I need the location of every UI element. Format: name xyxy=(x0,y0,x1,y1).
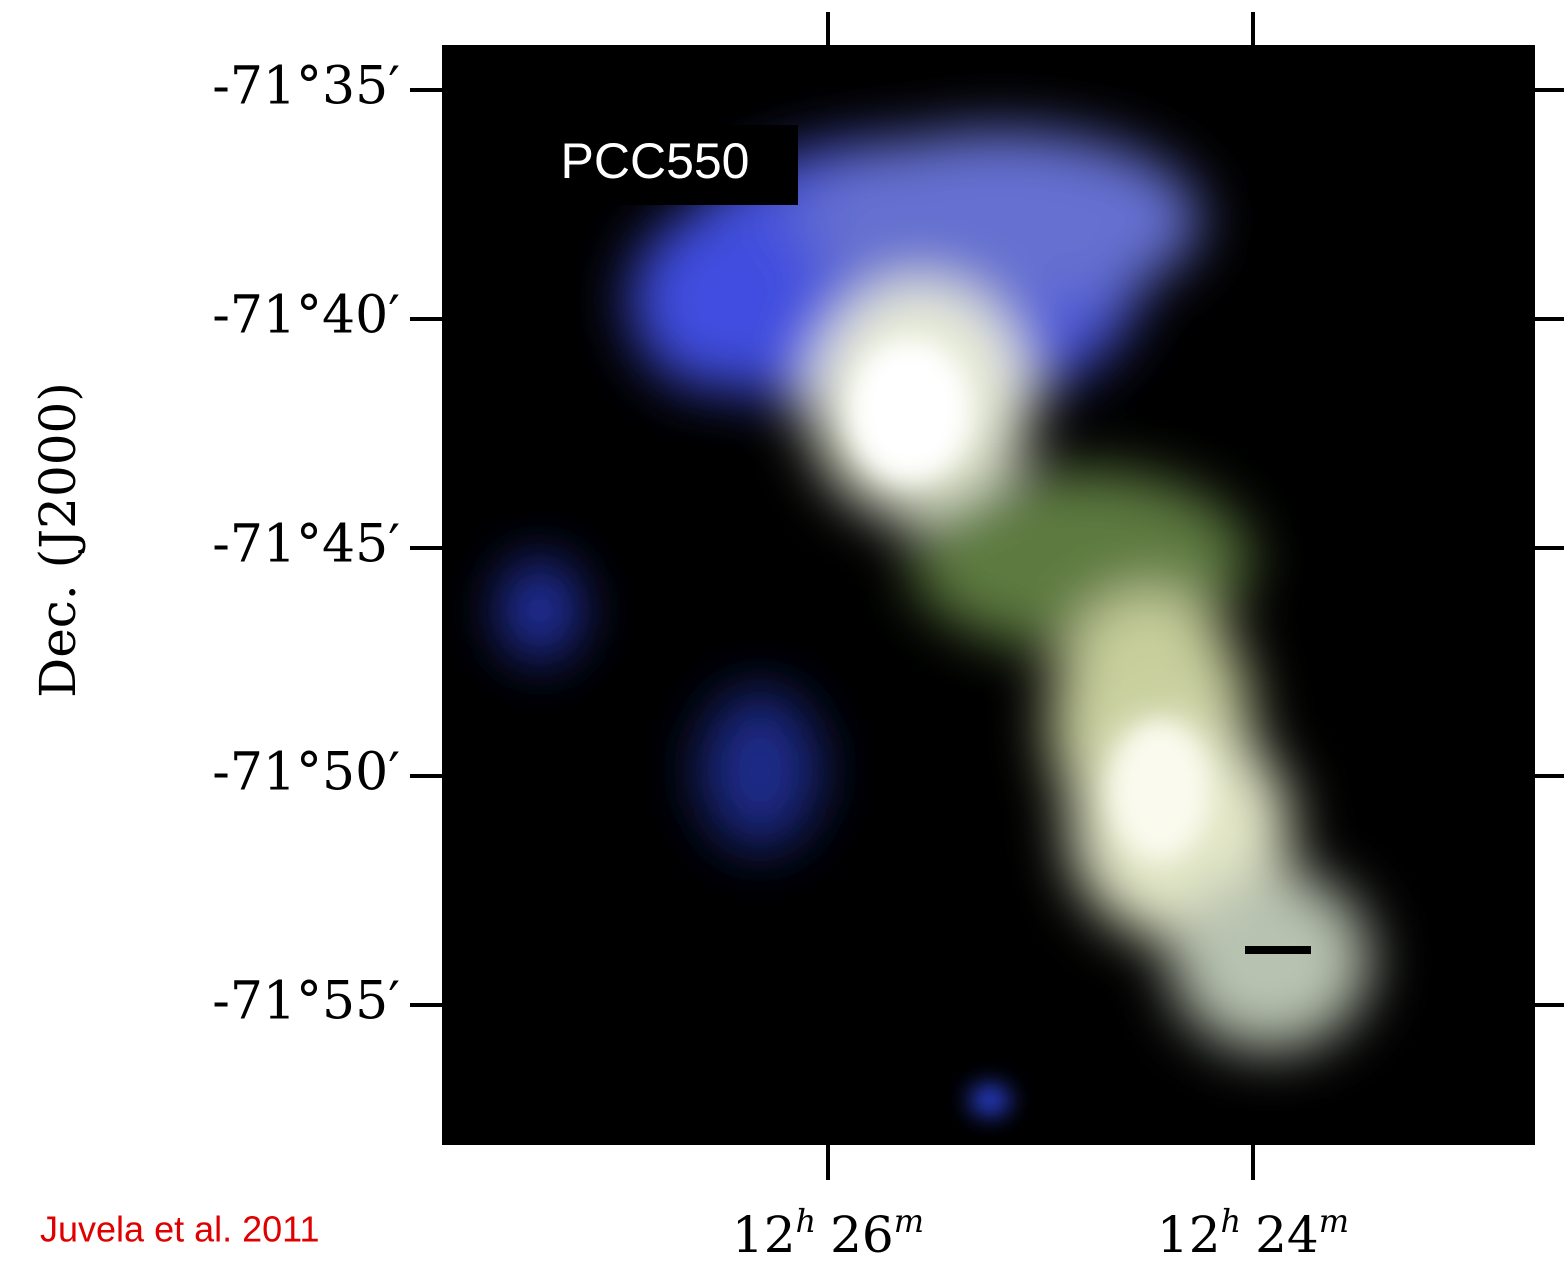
x-tick-number: 26 xyxy=(830,1206,894,1264)
x-tick-number: 12 xyxy=(732,1206,796,1264)
x-tick-number: 24 xyxy=(1255,1206,1319,1264)
y-tick-label: -71°40′ xyxy=(212,286,400,346)
credit: Juvela et al. 2011 xyxy=(40,1209,320,1250)
y-tick-label: -71°50′ xyxy=(212,743,400,803)
y-tick-label: -71°45′ xyxy=(212,515,400,575)
image-label: PCC550 xyxy=(561,133,750,189)
y-axis-title: Dec. (J2000) xyxy=(29,382,87,698)
x-tick-unit: h xyxy=(796,1202,817,1240)
x-tick-unit: h xyxy=(1221,1202,1242,1240)
x-tick-unit: m xyxy=(894,1202,924,1240)
x-tick-unit: m xyxy=(1319,1202,1349,1240)
x-tick-label: 12h 26m xyxy=(732,1202,924,1264)
figure: PCC550 Dec. (J2000) Juvela et al. 2011 -… xyxy=(0,0,1564,1279)
x-tick-label: 12h 24m xyxy=(1157,1202,1349,1264)
y-tick-label: -71°55′ xyxy=(212,972,400,1032)
x-tick-number: 12 xyxy=(1157,1206,1221,1264)
y-tick-label: -71°35′ xyxy=(212,57,400,117)
